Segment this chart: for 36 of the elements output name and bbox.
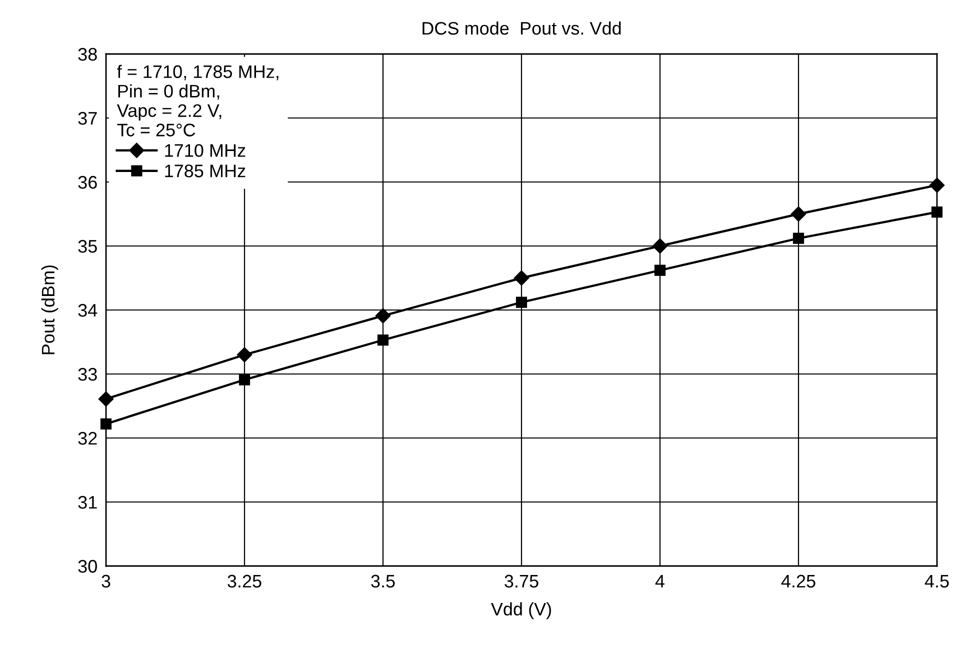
x-tick-label: 4 bbox=[655, 574, 664, 588]
x-tick-label: 4.25 bbox=[781, 574, 816, 588]
y-tick-label: 32 bbox=[78, 432, 97, 445]
y-tick-label: 31 bbox=[78, 496, 97, 509]
x-axis-title: Vdd (V) bbox=[490, 602, 551, 620]
point bbox=[516, 296, 528, 308]
x-tick-label: 4.5 bbox=[924, 574, 949, 588]
point bbox=[792, 232, 804, 244]
y-tick-label: 33 bbox=[78, 368, 97, 381]
point bbox=[100, 418, 112, 430]
x-tick-label: 3.75 bbox=[504, 574, 538, 588]
legend-label: 1710 MHz bbox=[165, 144, 246, 157]
chart-title: DCS mode Pout vs. Vdd bbox=[422, 21, 621, 35]
legend-title: f = 1710, 1785 MHz, Pin = 0 dBm, Vapc = 2.2 V, Tc = 25°C bbox=[116, 64, 278, 136]
point bbox=[929, 178, 945, 193]
point bbox=[236, 347, 252, 362]
point bbox=[377, 334, 389, 346]
x-tick-label: 3.25 bbox=[228, 574, 262, 588]
point bbox=[514, 270, 530, 286]
x-tick-label: 3 bbox=[102, 574, 110, 588]
y-tick-label: 35 bbox=[78, 240, 97, 253]
point bbox=[98, 391, 114, 407]
y-tick-label: 36 bbox=[78, 176, 97, 189]
point bbox=[654, 264, 666, 276]
legend-label: 1785 MHz bbox=[165, 164, 246, 178]
point bbox=[790, 206, 806, 222]
y-tick-label: 30 bbox=[78, 560, 97, 573]
point bbox=[931, 206, 943, 218]
point bbox=[375, 308, 391, 324]
y-tick-label: 37 bbox=[78, 112, 97, 125]
point bbox=[652, 238, 668, 254]
y-tick-label: 38 bbox=[78, 48, 97, 61]
x-tick-label: 3.5 bbox=[371, 574, 395, 588]
y-tick-label: 34 bbox=[78, 304, 98, 317]
y-axis-title: Pout (dBm) bbox=[41, 265, 58, 354]
point bbox=[238, 374, 250, 386]
